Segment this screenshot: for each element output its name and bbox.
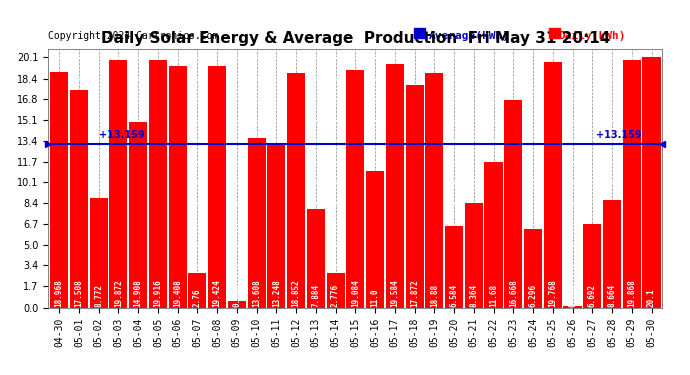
Text: Average(kWh): Average(kWh) — [429, 31, 510, 40]
Bar — [484, 162, 502, 308]
Bar — [208, 66, 226, 308]
Text: 19.872: 19.872 — [114, 279, 123, 307]
Text: 19.916: 19.916 — [153, 279, 162, 307]
Text: 6.584: 6.584 — [450, 284, 459, 307]
Text: 0.116: 0.116 — [568, 284, 577, 307]
Text: 8.772: 8.772 — [94, 284, 103, 307]
Text: 13.608: 13.608 — [252, 279, 261, 307]
Text: 18.88: 18.88 — [430, 284, 439, 307]
Text: 19.768: 19.768 — [549, 279, 558, 307]
Bar — [326, 273, 345, 308]
Text: 8.664: 8.664 — [608, 284, 617, 307]
Text: 19.408: 19.408 — [173, 279, 182, 307]
Text: 17.508: 17.508 — [75, 279, 83, 307]
Bar — [524, 229, 542, 308]
Text: 13.248: 13.248 — [272, 279, 281, 307]
Bar — [267, 143, 286, 308]
Bar — [406, 85, 424, 308]
Bar — [90, 198, 108, 308]
Text: 2.776: 2.776 — [331, 284, 340, 307]
Title: Daily Solar Energy & Average  Production  Fri May 31 20:14: Daily Solar Energy & Average Production … — [101, 31, 610, 46]
Text: 19.424: 19.424 — [213, 279, 221, 307]
Bar — [564, 306, 582, 308]
Bar — [228, 301, 246, 307]
Text: 18.968: 18.968 — [55, 279, 63, 307]
Text: Daily(kWh): Daily(kWh) — [558, 31, 626, 40]
Text: Copyright 2024 Cartronics.com: Copyright 2024 Cartronics.com — [48, 31, 219, 40]
Bar — [149, 60, 167, 308]
Text: 18.852: 18.852 — [292, 279, 301, 307]
Text: 2.76: 2.76 — [193, 288, 202, 307]
Text: 17.872: 17.872 — [410, 279, 419, 307]
Text: +13.159: +13.159 — [596, 130, 642, 140]
Bar — [465, 204, 483, 308]
Text: 19.584: 19.584 — [391, 279, 400, 307]
Text: 7.884: 7.884 — [311, 284, 320, 307]
Text: 14.908: 14.908 — [134, 279, 143, 307]
Bar — [307, 209, 325, 308]
Text: 11.0: 11.0 — [371, 288, 380, 307]
Bar — [425, 73, 444, 308]
Text: 16.668: 16.668 — [509, 279, 518, 307]
Bar — [70, 90, 88, 308]
Bar — [366, 171, 384, 308]
Text: 19.868: 19.868 — [627, 279, 636, 307]
Text: +13.159: +13.159 — [99, 130, 144, 140]
Text: 19.084: 19.084 — [351, 279, 360, 307]
Bar — [109, 60, 128, 308]
Bar — [129, 122, 147, 308]
Bar — [346, 70, 364, 308]
Bar — [549, 28, 560, 38]
Text: 11.68: 11.68 — [489, 284, 498, 307]
Text: 6.692: 6.692 — [588, 284, 597, 307]
Bar — [445, 226, 463, 308]
Bar — [287, 73, 305, 308]
Bar — [188, 273, 206, 308]
Bar — [414, 28, 425, 38]
Bar — [642, 57, 660, 308]
Bar — [504, 100, 522, 308]
Bar — [544, 62, 562, 308]
Text: 20.1: 20.1 — [647, 288, 656, 307]
Bar — [622, 60, 641, 308]
Bar — [248, 138, 266, 308]
Bar — [583, 224, 602, 308]
Bar — [603, 200, 621, 308]
Text: 0.512: 0.512 — [233, 284, 241, 307]
Bar — [386, 64, 404, 308]
Text: 8.364: 8.364 — [469, 284, 478, 307]
Text: 6.296: 6.296 — [529, 284, 538, 307]
Bar — [168, 66, 187, 308]
Bar — [50, 72, 68, 308]
